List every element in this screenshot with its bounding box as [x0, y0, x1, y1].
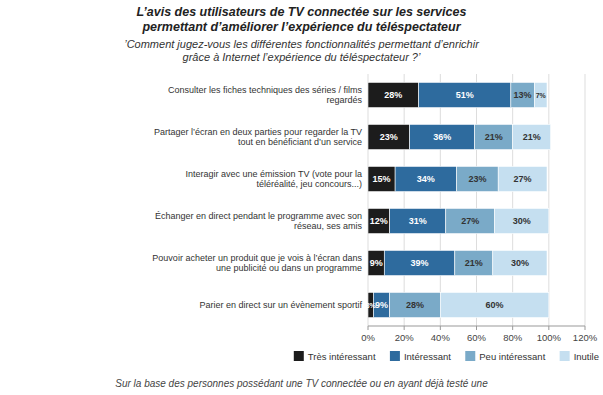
- grid-line: [548, 74, 549, 326]
- bar-segment: [419, 82, 511, 107]
- data-label: 31%: [409, 216, 427, 226]
- tick-mark: [548, 326, 549, 330]
- grid-line: [440, 74, 441, 326]
- bar-segment: [455, 250, 493, 275]
- tick-label: 60%: [467, 332, 487, 343]
- chart: L’avis des utilisateurs de TV connectée …: [0, 0, 603, 395]
- bar-segment: [440, 292, 549, 317]
- bar-segment: [395, 166, 456, 191]
- grid-line: [512, 74, 513, 326]
- tick-mark: [585, 326, 586, 330]
- tick-label: 80%: [503, 332, 523, 343]
- data-label: 51%: [456, 90, 474, 100]
- bar-segment: [498, 166, 547, 191]
- data-label: 30%: [513, 216, 531, 226]
- category-label: Consulter les fiches techniques des séri…: [168, 85, 363, 106]
- bar-segment: [410, 124, 475, 149]
- tick-label: 120%: [573, 332, 598, 343]
- grid-line: [476, 74, 477, 326]
- data-label: 9%: [375, 300, 388, 310]
- category-label: Échanger en direct pendant le programme …: [155, 211, 363, 232]
- bar-segment: [368, 250, 384, 275]
- legend-swatch: [294, 351, 304, 361]
- legend-swatch: [465, 351, 475, 361]
- tick-mark: [368, 326, 369, 330]
- bar-segment: [368, 124, 410, 149]
- data-label: 60%: [486, 300, 504, 310]
- bar-segment: [513, 124, 551, 149]
- data-label: 21%: [465, 258, 483, 268]
- bar-segment: [368, 166, 395, 191]
- legend-item: Inutile: [560, 351, 599, 362]
- subtitle: ’Comment jugez-vous les différentes fonc…: [124, 38, 480, 63]
- category-label: Parier en direct sur un évènement sporti…: [199, 300, 362, 310]
- title: L’avis des utilisateurs de TV connectée …: [137, 5, 467, 34]
- data-label: 30%: [511, 258, 529, 268]
- legend-item: Intéressant: [390, 351, 451, 362]
- data-label: 34%: [417, 174, 435, 184]
- data-label: 12%: [370, 216, 388, 226]
- data-label: 23%: [380, 132, 398, 142]
- grid-line: [404, 74, 405, 326]
- tick-mark: [512, 326, 513, 330]
- data-label: 27%: [514, 174, 532, 184]
- category-label: Partager l’écran en deux parties pour re…: [154, 127, 362, 148]
- tick-label: 20%: [395, 332, 415, 343]
- x-axis-line: [368, 326, 585, 327]
- data-label: 7%: [536, 92, 547, 99]
- data-label: 39%: [411, 258, 429, 268]
- bar-segment: [390, 292, 441, 317]
- bar-segment: [368, 208, 390, 233]
- bar-segment: [368, 82, 419, 107]
- category-label: Pouvoir acheter un produit que je vois à…: [152, 253, 362, 274]
- data-label: 15%: [373, 174, 391, 184]
- tick-mark: [440, 326, 441, 330]
- tick-label: 0%: [361, 332, 375, 343]
- data-label: 23%: [468, 174, 486, 184]
- data-label: 27%: [461, 216, 479, 226]
- legend-item: Peu intéressant: [465, 351, 545, 362]
- bar-segment: [534, 82, 547, 107]
- grid: [368, 74, 585, 326]
- legend-label: Peu intéressant: [479, 351, 545, 362]
- bar-segment: [384, 250, 455, 275]
- legend-item: Très intéressant: [294, 351, 376, 362]
- bar-segment: [457, 166, 499, 191]
- data-label: 13%: [514, 90, 532, 100]
- legend-swatch: [560, 351, 570, 361]
- category-label: Interagir avec une émission TV (vote pou…: [186, 169, 362, 190]
- bar-segment: [373, 292, 389, 317]
- data-label: 36%: [433, 132, 451, 142]
- bar-segment: [495, 208, 549, 233]
- legend-label: Intéressant: [404, 351, 451, 362]
- footnote: Sur la base des personnes possédant une …: [115, 378, 488, 389]
- grid-line: [585, 74, 586, 326]
- data-label: 21%: [523, 132, 541, 142]
- tick-mark: [404, 326, 405, 330]
- tick-mark: [476, 326, 477, 330]
- data-label: 21%: [485, 132, 503, 142]
- data-label: 9%: [370, 258, 383, 268]
- bar-segment: [493, 250, 547, 275]
- bar-segment: [446, 208, 495, 233]
- bar-segment: [475, 124, 513, 149]
- legend-label: Très intéressant: [308, 351, 376, 362]
- grid-line: [368, 74, 369, 326]
- legend-label: Inutile: [574, 351, 599, 362]
- bar-segment: [390, 208, 446, 233]
- legend-swatch: [390, 351, 400, 361]
- tick-label: 100%: [537, 332, 562, 343]
- data-labels: 28% 51% 13% 7% 23% 36% 21% 21% 15% 34% 23% 27% 12% 31…: [366, 90, 547, 310]
- tick-label: 40%: [431, 332, 451, 343]
- data-label: 28%: [384, 90, 402, 100]
- data-label: 28%: [406, 300, 424, 310]
- bars: [368, 82, 551, 317]
- bar-segment: [511, 82, 535, 107]
- legend: Très intéressant Intéressant Peu intéressa…: [294, 351, 599, 362]
